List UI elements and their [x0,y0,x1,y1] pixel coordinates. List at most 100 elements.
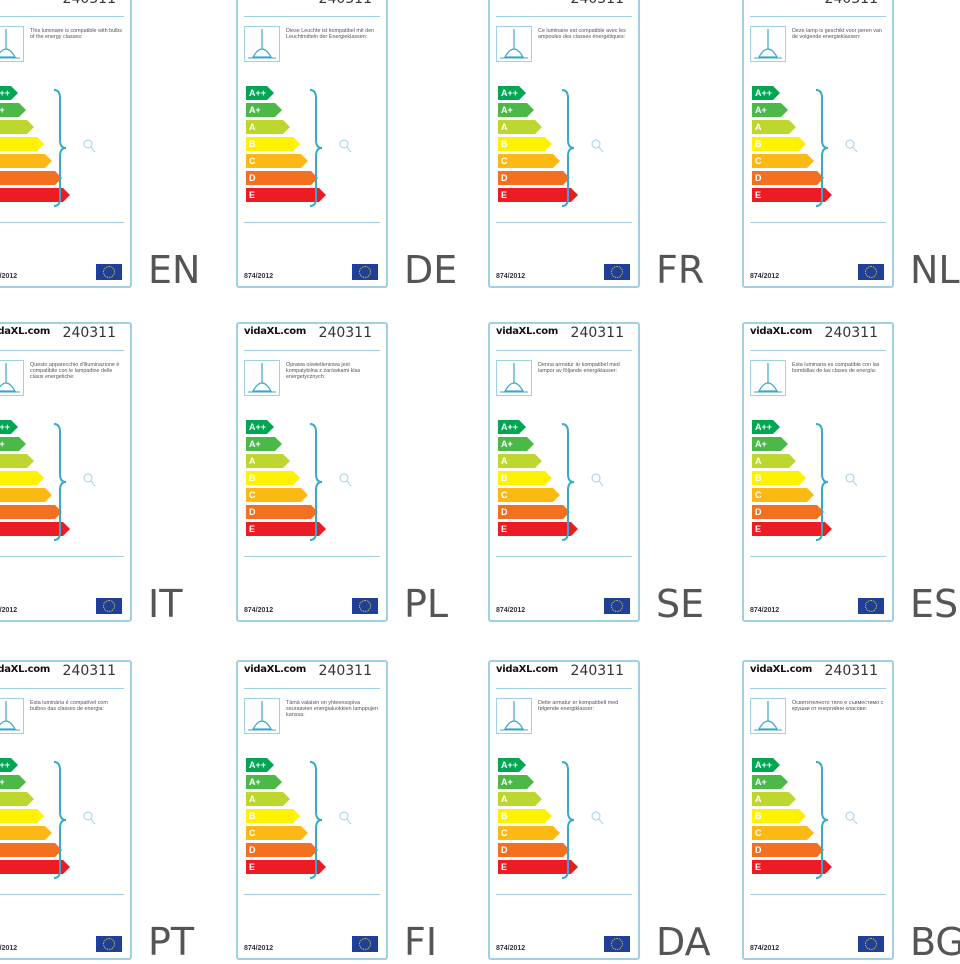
brand-text: vidaXL.com [0,0,50,3]
brand-logo: vidaXL.com [496,664,558,675]
header-divider [244,350,380,351]
language-code-pt: PT [148,920,195,964]
eu-flag-icon [352,936,378,952]
energy-bar-c: C [246,488,308,502]
energy-bar-d: D [246,843,318,857]
bracket-and-bulb-icon [561,89,604,207]
energy-class-letter: A+ [501,439,513,449]
pendant-lamp-icon [0,363,20,393]
energy-class-letter: B [755,139,762,149]
energy-class-letter: A [501,456,508,466]
energy-bar-d: D [752,505,824,519]
energy-class-letter: D [755,507,762,517]
energy-bar-aplusplus: A++ [498,420,526,434]
eu-flag-icon [858,264,884,280]
energy-bar-e: E [752,860,832,874]
energy-bar-d: D [752,171,824,185]
energy-bar-a: A [246,120,290,134]
pendant-lamp-icon [754,29,782,59]
brand-text: vidaXL.com [496,0,558,3]
footer-divider [750,222,886,223]
footer-divider [496,556,632,557]
compatibility-text: Oprawa oświetleniowa jest kompatybilna z… [286,362,361,381]
product-code: 240311 [825,0,878,7]
header-divider [496,688,632,689]
regulation-number: 874/2012 [750,273,780,280]
language-code-nl: NL [910,248,960,292]
energy-class-letter: E [501,862,508,872]
energy-class-letter: B [755,473,762,483]
energy-class-letter: A+ [501,105,513,115]
energy-class-letter: A+ [755,777,767,787]
product-code: 240311 [824,663,878,679]
energy-bar-d: D [0,843,62,857]
eu-flag-icon [96,598,122,614]
energy-bar-d: D [0,171,62,185]
bracket-and-bulb-icon [309,89,352,207]
energy-bar-d: D [752,843,824,857]
energy-bar-b: B [0,471,44,485]
eu-flag-icon [858,598,884,614]
footer-divider [0,222,124,223]
language-code-en: EN [148,248,201,292]
compatibility-text: Осветителното тяло е съвместимо с крушки… [792,700,884,713]
compatibility-text: Deze lamp is geschikt voor peren van de … [792,28,882,41]
product-code: 240311 [318,663,372,679]
header-divider [496,350,632,351]
product-code: 240311 [62,663,116,679]
energy-class-letter: C [755,490,762,500]
pendant-lamp-icon [500,363,528,393]
bracket-and-bulb-icon [309,761,352,879]
energy-bar-a: A [0,120,34,134]
energy-class-letter: D [755,845,762,855]
energy-bar-d: D [498,171,570,185]
energy-class-letter: D [501,845,508,855]
footer-divider [496,222,632,223]
brand-text: vidaXL.com [0,664,50,675]
compatibility-text: Denna armatur är kompatibel med lampor a… [538,362,620,375]
regulation-number: 874/2012 [0,607,18,614]
energy-class-letter: A+ [249,777,261,787]
footer-divider [244,894,380,895]
energy-bar-aplusplus: A++ [246,86,274,100]
energy-bar-e: E [246,188,326,202]
energy-class-letter: A++ [249,422,267,432]
energy-class-letter: B [501,473,508,483]
brand-logo: vidaXL.com [750,326,812,337]
energy-class-letter: C [249,490,256,500]
energy-bar-aplusplus: A++ [498,758,526,772]
energy-bar-aplus: A+ [752,437,788,451]
energy-bar-a: A [498,454,542,468]
energy-label-es: vidaXL.com 240311 Esta luminaria es compat… [742,322,894,622]
energy-class-letter: A++ [0,422,11,432]
energy-class-letter: B [249,139,256,149]
bracket-and-bulb-icon [561,423,604,541]
bracket-and-bulb-icon [53,89,96,207]
pendant-lamp-icon [0,701,20,731]
energy-bar-b: B [498,137,552,151]
regulation-number: 874/2012 [0,945,18,952]
compatibility-text: Esta luminaria es compatible con las bom… [792,362,880,375]
energy-bar-d: D [498,843,570,857]
energy-bar-aplus: A+ [0,437,26,451]
energy-class-letter: C [755,156,762,166]
energy-bar-aplus: A+ [752,775,788,789]
energy-bar-e: E [0,188,70,202]
energy-bar-aplus: A+ [498,103,534,117]
compatibility-text: This luminaire is compatible with bulbs … [30,28,122,41]
energy-class-letter: E [249,862,256,872]
product-code: 240311 [62,325,116,341]
header-divider [496,16,632,17]
footer-divider [750,894,886,895]
footer-divider [750,556,886,557]
energy-bar-e: E [752,522,832,536]
energy-class-letter: A++ [755,422,773,432]
energy-bar-aplus: A+ [752,103,788,117]
energy-bar-e: E [0,860,70,874]
compatibility-text: Questo apparecchio d'illuminazione è com… [30,362,120,381]
compatibility-text: Ce luminaire est compatible avec les amp… [538,28,626,41]
